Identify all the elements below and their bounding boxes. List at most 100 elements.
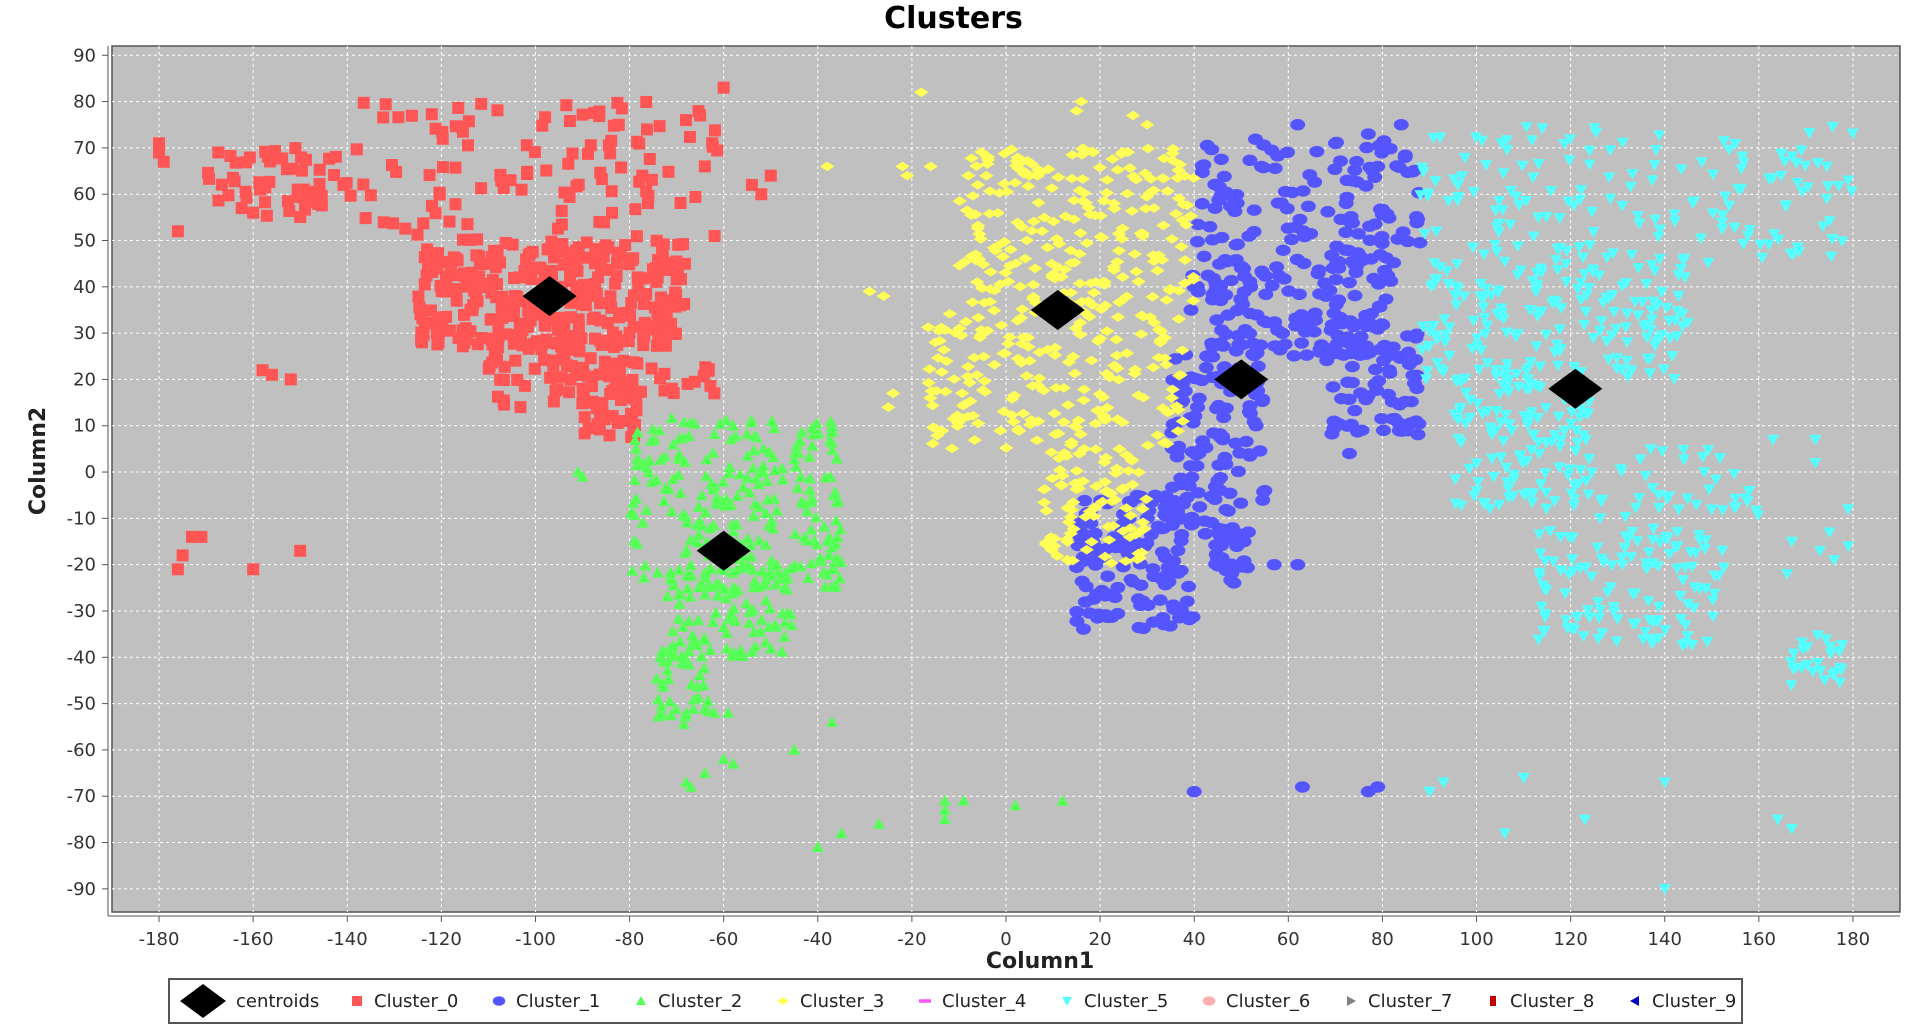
cluster-5-point — [1652, 615, 1665, 627]
cluster-3-point — [1056, 383, 1072, 393]
cluster-3-point — [996, 178, 1012, 189]
cluster-3-point — [1026, 216, 1041, 227]
cluster-3-point — [885, 388, 901, 399]
cluster-5-point — [1626, 169, 1639, 180]
cluster-0-point — [514, 401, 527, 414]
cluster-5-point — [1672, 504, 1685, 516]
cluster-5-point — [1723, 200, 1736, 212]
legend-swatch-cluster-4 — [919, 999, 931, 1003]
cluster-2-point — [778, 630, 791, 642]
cluster-5-point — [1500, 327, 1513, 339]
legend-marker — [636, 996, 646, 1005]
cluster-5-point — [1717, 136, 1730, 147]
cluster-2-point — [731, 490, 744, 502]
cluster-3-point — [939, 356, 954, 366]
cluster-0-point — [681, 377, 694, 390]
cluster-5-point — [1494, 417, 1507, 429]
legend-marker — [1062, 997, 1072, 1006]
cluster-2-point — [679, 710, 692, 722]
cluster-0-point — [284, 373, 297, 386]
cluster-5-point — [1809, 434, 1822, 446]
cluster-0-point — [651, 271, 664, 284]
cluster-1-point — [1297, 326, 1313, 338]
cluster-3-point — [1010, 315, 1025, 326]
cluster-5-point — [1644, 444, 1657, 455]
cluster-5-point — [1606, 290, 1619, 301]
cluster-5-point — [1530, 380, 1543, 392]
cluster-0-point — [412, 290, 425, 303]
cluster-5-point — [1706, 208, 1719, 220]
cluster-0-point — [281, 195, 294, 208]
cluster-2-point — [788, 559, 801, 571]
cluster-3-point — [922, 364, 937, 374]
cluster-5-point — [1535, 306, 1548, 318]
cluster-3-point — [1041, 164, 1056, 175]
cluster-5-point — [1627, 618, 1640, 630]
cluster-1-point — [1135, 622, 1151, 635]
cluster-1-point — [1204, 234, 1220, 246]
cluster-0-point — [674, 299, 687, 312]
cluster-2-point — [765, 642, 778, 654]
cluster-5-point — [1824, 641, 1837, 653]
cluster-0-point — [350, 143, 363, 156]
cluster-3-point — [1171, 314, 1187, 324]
cluster-5-point — [1534, 479, 1547, 490]
cluster-5-point — [1790, 662, 1803, 674]
cluster-2-point — [791, 482, 804, 493]
cluster-5-point — [1752, 510, 1765, 522]
cluster-2-point — [810, 511, 823, 523]
cluster-0-point — [576, 298, 589, 311]
cluster-3-point — [998, 443, 1014, 453]
cluster-0-point — [651, 306, 664, 319]
cluster-2-point — [666, 473, 679, 484]
y-tick-label: -40 — [67, 647, 96, 668]
cluster-5-point — [1497, 168, 1510, 180]
cluster-5-point — [1531, 413, 1544, 424]
cluster-5-point — [1664, 333, 1677, 345]
legend-marker — [1490, 996, 1496, 1006]
cluster-3-point — [1072, 449, 1087, 459]
legend-item-cluster-6: Cluster_6 — [1196, 980, 1310, 1022]
cluster-2-point — [819, 580, 832, 592]
cluster-0-point — [602, 241, 615, 254]
cluster-2-point — [755, 614, 768, 625]
cluster-2-point — [720, 414, 733, 426]
cluster-5-point — [1661, 533, 1674, 545]
cluster-3-point — [950, 410, 965, 421]
cluster-5-point — [1564, 134, 1577, 146]
cluster-2-point — [674, 635, 687, 647]
cluster-0-point — [637, 272, 650, 285]
cluster-5-point — [1571, 437, 1584, 449]
cluster-0-point — [611, 416, 624, 429]
cluster-5-point — [1671, 541, 1684, 552]
cluster-5-point — [1551, 360, 1564, 372]
cluster-0-point — [522, 304, 535, 317]
cluster-3-point — [1100, 402, 1115, 413]
cluster-1-point — [1237, 324, 1253, 336]
cluster-3-point — [1103, 558, 1119, 568]
cluster-0-point — [259, 196, 272, 209]
cluster-0-point — [570, 244, 583, 257]
cluster-5-point — [1426, 321, 1439, 333]
cluster-3-point — [1170, 426, 1186, 436]
cluster-5-point — [1567, 500, 1580, 512]
x-tick-label: 20 — [1089, 929, 1112, 950]
cluster-1-point — [1384, 396, 1400, 408]
cluster-3-point — [1173, 370, 1188, 380]
cluster-1-point — [1412, 236, 1428, 249]
cluster-0-point — [672, 238, 685, 251]
cluster-3-point — [1082, 506, 1098, 517]
cluster-2-point — [640, 504, 653, 515]
cluster-0-point — [689, 190, 702, 203]
cluster-0-point — [584, 352, 597, 365]
cluster-0-point — [581, 147, 594, 160]
cluster-5-point — [1669, 315, 1682, 327]
cluster-5-point — [1587, 267, 1600, 278]
cluster-5-point — [1828, 555, 1841, 567]
x-tick-label: 0 — [1000, 929, 1011, 950]
cluster-2-point — [628, 474, 641, 486]
cluster-2-point — [687, 703, 700, 714]
cluster-2-point — [637, 571, 650, 583]
cluster-0-point — [559, 337, 572, 350]
cluster-3-point — [1097, 477, 1112, 487]
